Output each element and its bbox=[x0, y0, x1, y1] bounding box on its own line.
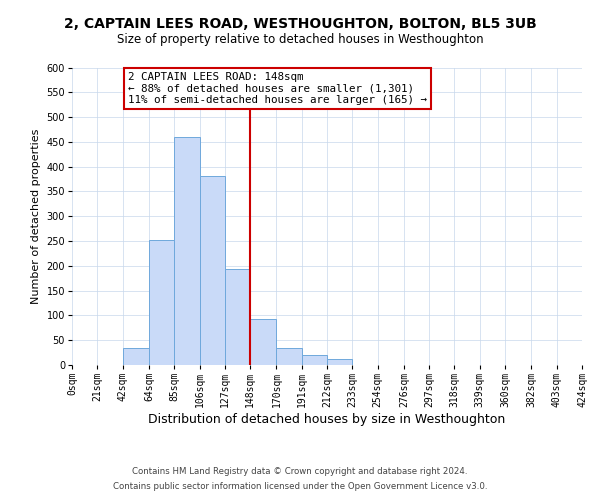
Bar bbox=[122, 348, 149, 365]
X-axis label: Distribution of detached houses by size in Westhoughton: Distribution of detached houses by size … bbox=[148, 413, 506, 426]
Text: Contains public sector information licensed under the Open Government Licence v3: Contains public sector information licen… bbox=[113, 482, 487, 491]
Bar bbox=[327, 359, 352, 365]
Text: Contains HM Land Registry data © Crown copyright and database right 2024.: Contains HM Land Registry data © Crown c… bbox=[132, 467, 468, 476]
Bar bbox=[199, 176, 225, 365]
Bar bbox=[149, 240, 174, 365]
Text: Size of property relative to detached houses in Westhoughton: Size of property relative to detached ho… bbox=[116, 32, 484, 46]
Bar bbox=[277, 348, 302, 365]
Text: 2, CAPTAIN LEES ROAD, WESTHOUGHTON, BOLTON, BL5 3UB: 2, CAPTAIN LEES ROAD, WESTHOUGHTON, BOLT… bbox=[64, 18, 536, 32]
Y-axis label: Number of detached properties: Number of detached properties bbox=[31, 128, 41, 304]
Bar bbox=[302, 354, 327, 365]
Bar bbox=[225, 270, 250, 365]
Bar bbox=[174, 137, 199, 365]
Text: 2 CAPTAIN LEES ROAD: 148sqm
← 88% of detached houses are smaller (1,301)
11% of : 2 CAPTAIN LEES ROAD: 148sqm ← 88% of det… bbox=[128, 72, 427, 105]
Bar bbox=[250, 319, 277, 365]
